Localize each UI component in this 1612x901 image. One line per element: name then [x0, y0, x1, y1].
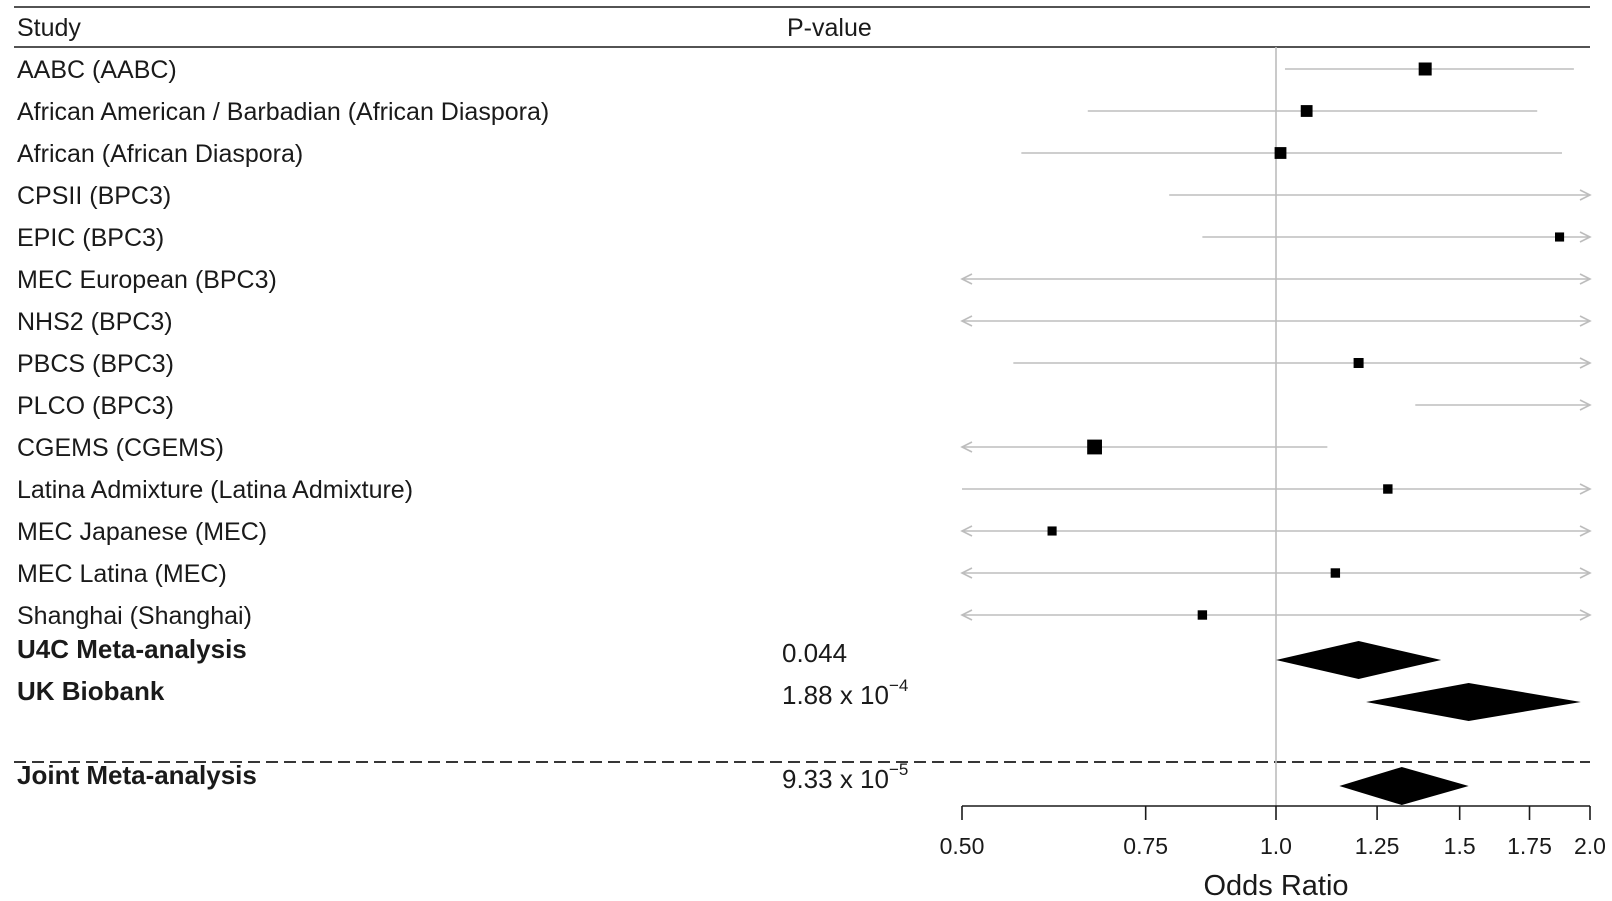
summary-pvalue: 1.88 x 10−4 [782, 676, 908, 710]
x-tick-label: 1.0 [1260, 833, 1292, 859]
study-label: PLCO (BPC3) [17, 392, 174, 420]
study-label: CGEMS (CGEMS) [17, 434, 224, 462]
point-estimate [1383, 484, 1393, 494]
ci-arrow-head [960, 441, 973, 453]
study-label: MEC European (BPC3) [17, 266, 277, 294]
study-rows: AABC (AABC) African American / Barbadian … [17, 56, 1592, 630]
study-label: MEC Latina (MEC) [17, 560, 227, 588]
summary-diamond [1276, 641, 1442, 679]
ci-arrow-head [1579, 567, 1592, 579]
point-estimate [1274, 147, 1287, 159]
header-study: Study [17, 14, 81, 42]
summary-pvalue: 9.33 x 10−5 [782, 760, 908, 794]
study-label: Shanghai (Shanghai) [17, 602, 252, 630]
pvalue-exponent: −5 [889, 760, 908, 779]
point-estimate [1330, 568, 1341, 578]
ci-arrow-head [1579, 189, 1592, 201]
study-label: NHS2 (BPC3) [17, 308, 173, 336]
study-label: MEC Japanese (MEC) [17, 518, 267, 546]
point-estimate [1197, 610, 1208, 620]
point-estimate [1353, 358, 1364, 368]
summary-diamond [1339, 767, 1469, 805]
study-label: CPSII (BPC3) [17, 182, 171, 210]
ci-arrow-head [960, 273, 973, 285]
ci-arrow-head [1579, 357, 1592, 369]
ci-arrow-head [1579, 315, 1592, 327]
study-label: PBCS (BPC3) [17, 350, 174, 378]
study-label: Latina Admixture (Latina Admixture) [17, 476, 413, 504]
point-estimate [1087, 439, 1102, 455]
point-estimate [1300, 105, 1313, 117]
x-axis-title: Odds Ratio [1203, 870, 1348, 901]
header-pvalue: P-value [787, 14, 872, 42]
ci-arrow-head [1579, 399, 1592, 411]
ci-arrow-head [1579, 483, 1592, 495]
x-axis: 0.50 0.75 1.0 1.25 1.5 1.75 2.0 Odds Ratio [940, 805, 1606, 901]
x-tick-label: 0.75 [1123, 833, 1168, 859]
point-estimate [1047, 526, 1057, 536]
ci-arrow-head [960, 567, 973, 579]
ci-arrow-head [960, 315, 973, 327]
study-label: AABC (AABC) [17, 56, 177, 84]
x-tick-label: 0.50 [940, 833, 985, 859]
pvalue-exponent: −4 [889, 676, 908, 695]
point-estimate [1418, 62, 1432, 76]
point-estimate [1555, 232, 1565, 242]
summary-label: UK Biobank [17, 676, 165, 706]
ci-arrow-head [1579, 525, 1592, 537]
summary-label: Joint Meta-analysis [17, 760, 257, 790]
ci-arrow-head [1579, 609, 1592, 621]
ci-arrow-head [1579, 273, 1592, 285]
ci-arrow-head [1579, 231, 1592, 243]
study-label: EPIC (BPC3) [17, 224, 164, 252]
ci-arrow-head [960, 525, 973, 537]
x-tick-label: 1.5 [1444, 833, 1476, 859]
study-label: African (African Diaspora) [17, 140, 303, 168]
summary-label: U4C Meta-analysis [17, 634, 247, 664]
summary-diamond [1366, 683, 1581, 721]
study-label: African American / Barbadian (African Di… [17, 98, 549, 126]
summary-pvalue: 0.044 [782, 638, 847, 668]
ci-arrow-head [960, 609, 973, 621]
x-tick-label: 1.75 [1507, 833, 1552, 859]
summary-rows: U4C Meta-analysis 0.044 UK Biobank 1.88 x 1… [17, 634, 1581, 805]
x-tick-label: 2.0 [1574, 833, 1606, 859]
x-tick-label: 1.25 [1355, 833, 1400, 859]
